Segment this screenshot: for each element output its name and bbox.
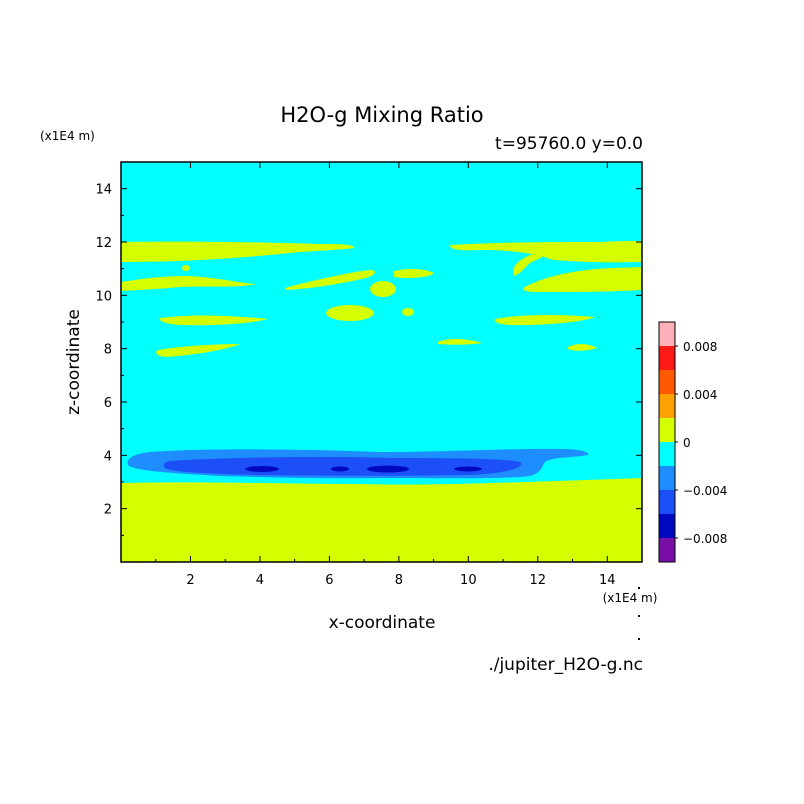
patch-right-10	[522, 267, 642, 292]
colorbar-level	[659, 466, 675, 490]
core-4	[454, 466, 482, 472]
plot-frame	[120, 161, 643, 563]
y-tick-label: 14	[95, 183, 112, 198]
x-axis-label: x-coordinate	[329, 613, 436, 633]
driest-cores	[245, 465, 482, 473]
mark-3	[638, 638, 640, 640]
y-tick-label: 2	[104, 503, 112, 518]
colorbar-level	[659, 442, 675, 466]
y-tick-label: 10	[95, 289, 112, 304]
y-axis: 2 4 6 8 10 12 14	[95, 183, 642, 536]
x-tick-label: 14	[599, 573, 616, 588]
plot-area	[120, 161, 643, 563]
colorbar-level	[659, 394, 675, 418]
colorbar-level	[659, 538, 675, 562]
colorbar: 0.008 0.004 0 −0.004 −0.008	[658, 321, 727, 563]
patch-mid-8	[438, 339, 482, 345]
patch-left-12	[121, 241, 355, 262]
colorbar-level	[659, 346, 675, 370]
y-axis-label: z-coordinate	[64, 309, 84, 415]
colorbar-level	[659, 418, 675, 442]
mark-2	[638, 615, 640, 617]
x-tick-label: 12	[530, 573, 547, 588]
core-3	[367, 465, 409, 473]
y-tick-label: 6	[104, 396, 112, 411]
patch-dot-9	[402, 308, 414, 316]
patch-right-8	[568, 344, 597, 351]
colorbar-tick-label: 0.004	[683, 388, 717, 402]
x-axis: 2 4 6 8 10 12 14	[155, 162, 616, 588]
colorbar-tick-label: 0.008	[683, 340, 717, 354]
x-tick-label: 6	[325, 573, 333, 588]
source-file-label: ./jupiter_H2O-g.nc	[488, 655, 643, 675]
x-tick-label: 8	[395, 573, 403, 588]
x-tick-label: 10	[460, 573, 477, 588]
patch-left-9	[159, 315, 268, 326]
corner-marks	[638, 587, 640, 640]
patch-right-12	[450, 241, 642, 263]
core-1	[245, 466, 279, 472]
patch-blob-9	[326, 305, 374, 321]
chart-title: H2O-g Mixing Ratio	[280, 103, 483, 127]
mark-1	[638, 587, 640, 589]
patch-dot-11	[182, 265, 190, 271]
patch-mid-105	[394, 268, 434, 278]
colorbar-level	[659, 490, 675, 514]
y-tick-label: 4	[104, 449, 112, 464]
lower-layer-region	[121, 478, 642, 562]
colorbar-level	[659, 514, 675, 538]
y-tick-label: 12	[95, 236, 112, 251]
patch-center-10	[285, 270, 375, 290]
colorbar-tick-label: −0.004	[683, 484, 727, 498]
x-tick-label: 4	[256, 573, 264, 588]
patch-left-8	[156, 344, 240, 357]
chart-subtitle: t=95760.0 y=0.0	[495, 134, 643, 154]
colorbar-tick-label: 0	[683, 436, 691, 450]
patch-left-10	[121, 276, 256, 291]
colorbar-level	[659, 370, 675, 394]
y-tick-label: 8	[104, 343, 112, 358]
patch-small-right-11	[513, 252, 547, 276]
core-2	[331, 466, 349, 472]
colorbar-level	[659, 322, 675, 346]
x-units-label: (x1E4 m)	[603, 591, 658, 605]
colorbar-tick-label: −0.008	[683, 532, 727, 546]
x-tick-label: 2	[186, 573, 194, 588]
patch-blob-10	[370, 281, 396, 297]
patch-right-9	[494, 314, 595, 326]
upper-humid-patches	[121, 241, 642, 357]
drier-band-region	[163, 457, 522, 476]
y-units-label: (x1E4 m)	[40, 129, 95, 143]
